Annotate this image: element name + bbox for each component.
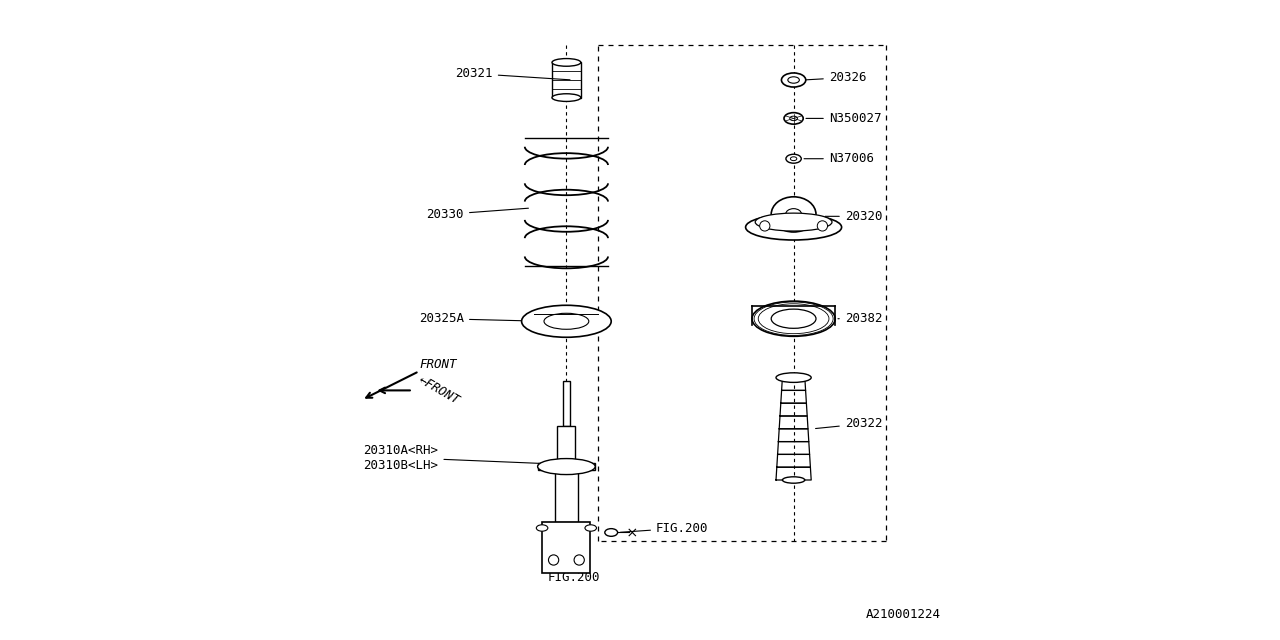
Ellipse shape [786, 209, 801, 220]
Text: 20326: 20326 [806, 71, 867, 84]
Ellipse shape [552, 59, 581, 67]
Ellipse shape [781, 73, 806, 87]
Ellipse shape [755, 213, 832, 231]
Text: ←FRONT: ←FRONT [416, 374, 462, 407]
Text: N350027: N350027 [806, 112, 882, 125]
Ellipse shape [782, 477, 805, 483]
Text: 20320: 20320 [826, 210, 882, 223]
Ellipse shape [585, 525, 596, 531]
Ellipse shape [538, 459, 595, 475]
Ellipse shape [790, 116, 797, 121]
Ellipse shape [745, 214, 842, 240]
Ellipse shape [788, 77, 800, 83]
Ellipse shape [776, 372, 812, 383]
Text: 20330: 20330 [426, 208, 529, 221]
Ellipse shape [791, 157, 797, 161]
Ellipse shape [771, 197, 817, 232]
Ellipse shape [536, 525, 548, 531]
Circle shape [575, 555, 585, 565]
Ellipse shape [786, 154, 801, 163]
Text: 20382: 20382 [838, 312, 882, 325]
Circle shape [760, 221, 771, 231]
Bar [552, 62, 581, 97]
Circle shape [549, 555, 559, 565]
Circle shape [818, 221, 828, 231]
Text: FIG.200: FIG.200 [621, 522, 709, 534]
Bar [556, 470, 577, 522]
Bar [538, 463, 595, 470]
Bar [558, 426, 576, 483]
Text: A210001224: A210001224 [865, 608, 941, 621]
Ellipse shape [783, 113, 804, 124]
Text: FIG.200: FIG.200 [548, 564, 600, 584]
Text: 20321: 20321 [456, 67, 570, 80]
Ellipse shape [771, 309, 817, 328]
Text: N37006: N37006 [804, 152, 874, 165]
Text: 20325A: 20325A [419, 312, 541, 325]
Bar [543, 522, 590, 573]
Text: 20322: 20322 [815, 417, 882, 430]
Bar [563, 381, 571, 426]
Ellipse shape [753, 301, 836, 337]
Ellipse shape [544, 313, 589, 329]
Ellipse shape [605, 529, 618, 536]
Ellipse shape [522, 305, 612, 337]
Ellipse shape [552, 93, 581, 102]
Text: FRONT: FRONT [420, 358, 457, 371]
Text: 20310A<RH>
20310B<LH>: 20310A<RH> 20310B<LH> [364, 444, 552, 472]
